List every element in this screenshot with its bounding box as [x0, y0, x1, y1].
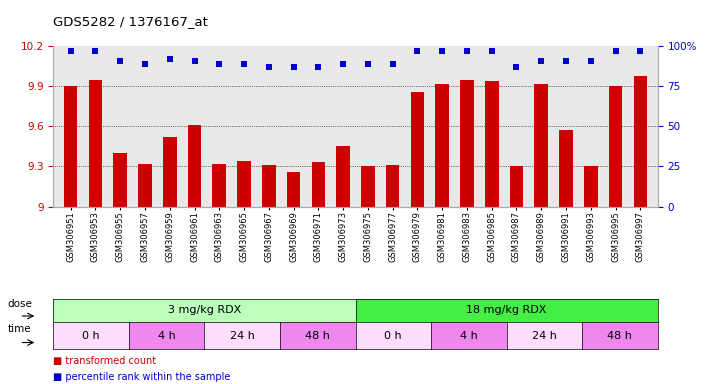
Text: 18 mg/kg RDX: 18 mg/kg RDX: [466, 305, 547, 315]
Text: 48 h: 48 h: [305, 331, 330, 341]
Bar: [138, 164, 151, 207]
Point: [164, 56, 176, 62]
Bar: [386, 165, 400, 207]
Point: [362, 61, 373, 67]
Bar: [560, 130, 573, 207]
Bar: [510, 166, 523, 207]
Bar: [361, 166, 375, 207]
Point: [263, 64, 274, 70]
Point: [412, 48, 423, 54]
Point: [238, 61, 250, 67]
Text: 24 h: 24 h: [230, 331, 255, 341]
Text: 24 h: 24 h: [532, 331, 557, 341]
Bar: [460, 79, 474, 207]
Bar: [237, 161, 251, 207]
Bar: [188, 125, 201, 207]
Point: [65, 48, 76, 54]
Text: GDS5282 / 1376167_at: GDS5282 / 1376167_at: [53, 15, 208, 28]
Text: 3 mg/kg RDX: 3 mg/kg RDX: [168, 305, 241, 315]
Point: [288, 64, 299, 70]
Text: 48 h: 48 h: [607, 331, 632, 341]
Point: [461, 48, 473, 54]
Bar: [435, 84, 449, 207]
Point: [313, 64, 324, 70]
Point: [486, 48, 498, 54]
Bar: [64, 86, 77, 207]
Text: 4 h: 4 h: [460, 331, 478, 341]
Text: 4 h: 4 h: [158, 331, 176, 341]
Point: [560, 58, 572, 64]
Point: [189, 58, 201, 64]
Bar: [311, 162, 325, 207]
Bar: [89, 79, 102, 207]
Text: ■ percentile rank within the sample: ■ percentile rank within the sample: [53, 372, 230, 382]
Point: [338, 61, 349, 67]
Bar: [287, 172, 300, 207]
Bar: [411, 91, 424, 207]
Text: 0 h: 0 h: [82, 331, 100, 341]
Bar: [535, 84, 548, 207]
Point: [114, 58, 126, 64]
Point: [139, 61, 151, 67]
Point: [510, 64, 522, 70]
Point: [535, 58, 547, 64]
Point: [213, 61, 225, 67]
Bar: [213, 164, 226, 207]
Text: time: time: [8, 324, 31, 334]
Bar: [485, 81, 498, 207]
Text: dose: dose: [7, 299, 32, 309]
Point: [585, 58, 597, 64]
Bar: [584, 166, 598, 207]
Bar: [113, 153, 127, 207]
Point: [437, 48, 448, 54]
Bar: [262, 165, 276, 207]
Bar: [336, 146, 350, 207]
Bar: [163, 137, 176, 207]
Point: [90, 48, 101, 54]
Text: 0 h: 0 h: [385, 331, 402, 341]
Text: ■ transformed count: ■ transformed count: [53, 356, 156, 366]
Bar: [609, 86, 622, 207]
Point: [387, 61, 398, 67]
Point: [635, 48, 646, 54]
Point: [610, 48, 621, 54]
Bar: [634, 76, 647, 207]
